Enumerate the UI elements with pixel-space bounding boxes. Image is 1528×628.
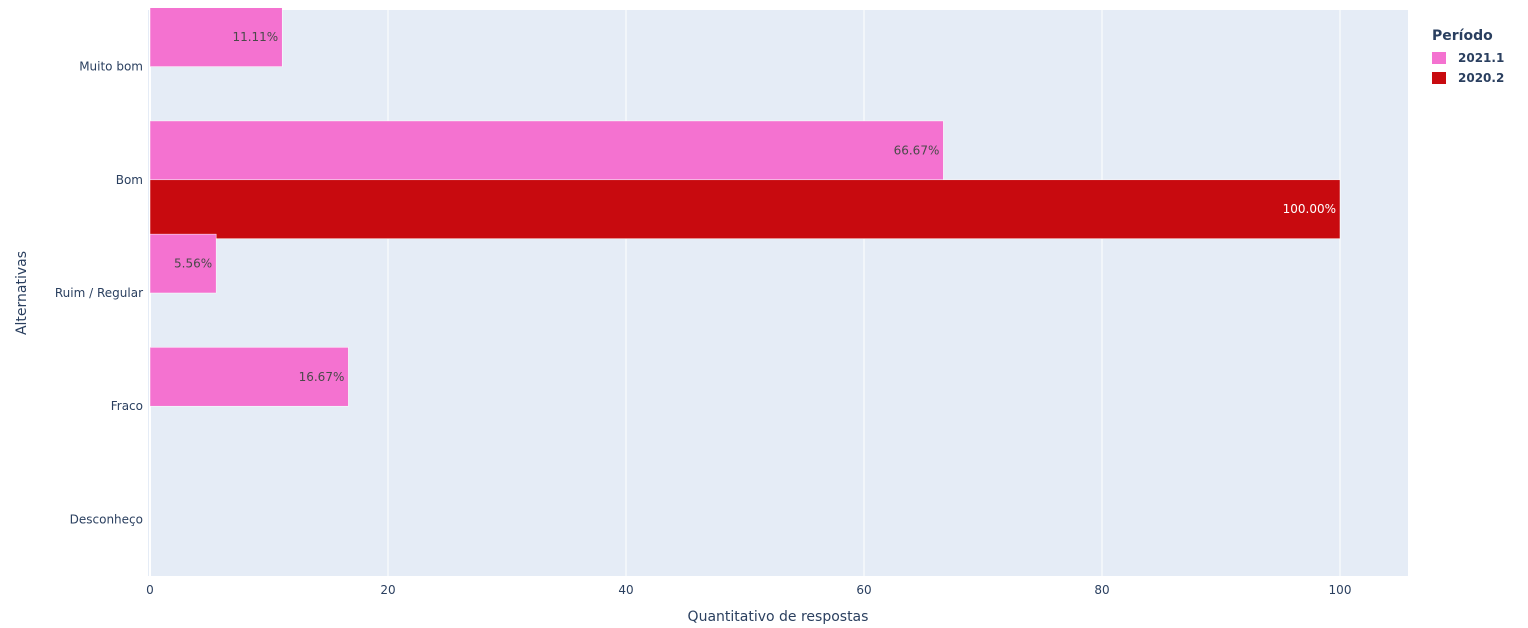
- plot-background: [148, 10, 1408, 576]
- legend-item-label[interactable]: 2021.1: [1458, 51, 1504, 65]
- y-tick-label: Desconheço: [70, 512, 143, 526]
- x-tick-label: 100: [1329, 583, 1352, 597]
- x-tick-label: 60: [856, 583, 871, 597]
- y-tick-label: Bom: [116, 173, 143, 187]
- bar-label: 100.00%: [1283, 202, 1336, 216]
- bar-2021.1-Bom[interactable]: [149, 120, 944, 181]
- y-tick-label: Muito bom: [79, 60, 143, 74]
- x-tick-label: 40: [618, 583, 633, 597]
- legend-item-label[interactable]: 2020.2: [1458, 71, 1504, 85]
- bar-2021.1-Ruim / Regular[interactable]: [149, 233, 217, 294]
- legend[interactable]: Período 2021.1 2020.2: [1432, 28, 1504, 85]
- x-tick-label: 80: [1094, 583, 1109, 597]
- legend-swatch: [1432, 72, 1446, 84]
- bar-label: 5.56%: [174, 257, 212, 271]
- x-tick-label: 20: [380, 583, 395, 597]
- bar-label: 11.11%: [232, 30, 278, 44]
- legend-swatch: [1432, 52, 1446, 64]
- y-tick-labels: Muito bom Bom Ruim / Regular Fraco Desconheç…: [55, 60, 143, 527]
- y-tick-label: Fraco: [111, 399, 143, 413]
- bar-label: 16.67%: [299, 370, 345, 384]
- x-tick-label: 0: [146, 583, 154, 597]
- y-tick-label: Ruim / Regular: [55, 286, 143, 300]
- x-tick-labels: 0 20 40 60 80 100: [146, 583, 1351, 597]
- x-axis-title: Quantitativo de respostas: [688, 609, 869, 625]
- bar-2021.1-Muito bom[interactable]: [149, 7, 283, 67]
- bar-2020.2-Bom[interactable]: [149, 179, 1341, 239]
- legend-title: Período: [1432, 28, 1493, 44]
- bars: [149, 7, 1341, 407]
- bar-labels: 11.11% 66.67% 100.00% 5.56% 16.67%: [174, 30, 1336, 384]
- bar-label: 66.67%: [894, 143, 940, 157]
- bar-2021.1-Fraco[interactable]: [149, 347, 349, 407]
- y-axis-title: Alternativas: [14, 251, 30, 335]
